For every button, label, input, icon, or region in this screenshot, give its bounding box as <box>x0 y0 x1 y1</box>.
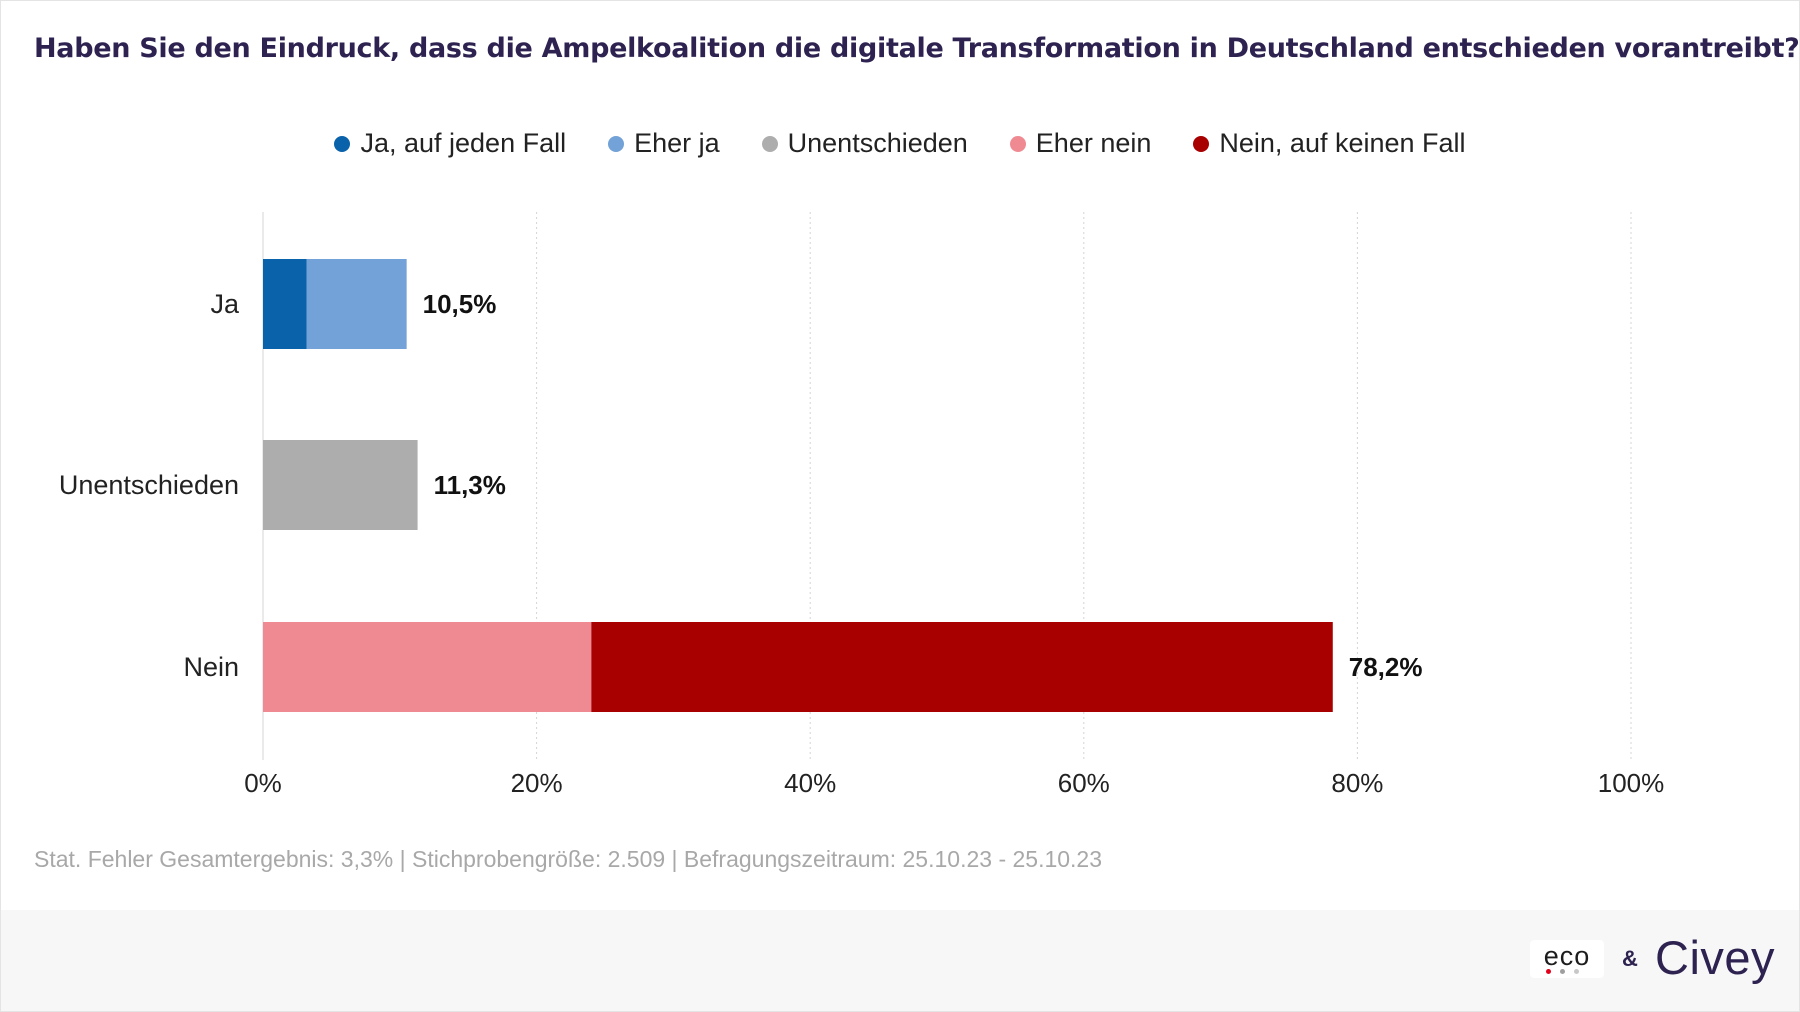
civey-logo: Civey <box>1655 931 1776 984</box>
legend-label: Nein, auf keinen Fall <box>1219 128 1466 158</box>
x-tick-label: 40% <box>784 768 836 798</box>
bar-segment <box>306 259 407 349</box>
legend-swatch <box>1009 135 1026 152</box>
category-label: Unentschieden <box>59 470 239 500</box>
logo-separator: & <box>1622 946 1638 971</box>
legend-swatch <box>608 135 625 152</box>
data-label: 78,2% <box>1349 652 1423 682</box>
footnote: Stat. Fehler Gesamtergebnis: 3,3% | Stic… <box>34 846 1103 872</box>
legend-swatch <box>334 135 351 152</box>
legend-item: Eher ja <box>608 128 720 159</box>
legend-label: Eher ja <box>634 128 720 158</box>
eco-logo-text: eco <box>1543 941 1591 971</box>
x-tick-label: 60% <box>1058 768 1110 798</box>
x-tick-label: 0% <box>244 768 282 798</box>
bar-chart: 0% 20% 40% 60% 80% 100% Ja 10,5% Unentschieden 11… <box>59 212 1665 798</box>
chart-legend: Ja, auf jeden Fall Eher ja Unentschieden Eh… <box>0 128 1800 159</box>
legend-item: Eher nein <box>1009 128 1152 159</box>
legend-item: Ja, auf jeden Fall <box>334 128 566 159</box>
x-tick-label: 100% <box>1598 768 1665 798</box>
eco-dot <box>1574 969 1579 974</box>
legend-item: Nein, auf keinen Fall <box>1193 128 1466 159</box>
legend-label: Eher nein <box>1035 128 1152 158</box>
legend-swatch <box>1193 135 1210 152</box>
eco-dot <box>1546 969 1551 974</box>
data-label: 11,3% <box>434 470 506 500</box>
bar-segment <box>263 622 592 712</box>
legend-swatch <box>761 135 778 152</box>
data-label: 10,5% <box>423 289 497 319</box>
category-label: Ja <box>210 289 240 319</box>
category-label: Nein <box>183 652 239 682</box>
eco-dot <box>1560 969 1565 974</box>
chart-title: Haben Sie den Eindruck, dass die Ampelko… <box>34 33 1800 64</box>
x-tick-label: 20% <box>511 768 563 798</box>
eco-logo-dots <box>1546 969 1579 974</box>
eco-logo: eco <box>1530 940 1604 978</box>
x-tick-label: 80% <box>1331 768 1383 798</box>
legend-item: Unentschieden <box>761 128 968 159</box>
bar-segment <box>591 622 1333 712</box>
legend-label: Unentschieden <box>787 128 968 158</box>
bar-segment <box>263 259 307 349</box>
bar-segment <box>263 440 418 530</box>
legend-label: Ja, auf jeden Fall <box>360 128 567 158</box>
footer-band <box>1 910 1799 1011</box>
